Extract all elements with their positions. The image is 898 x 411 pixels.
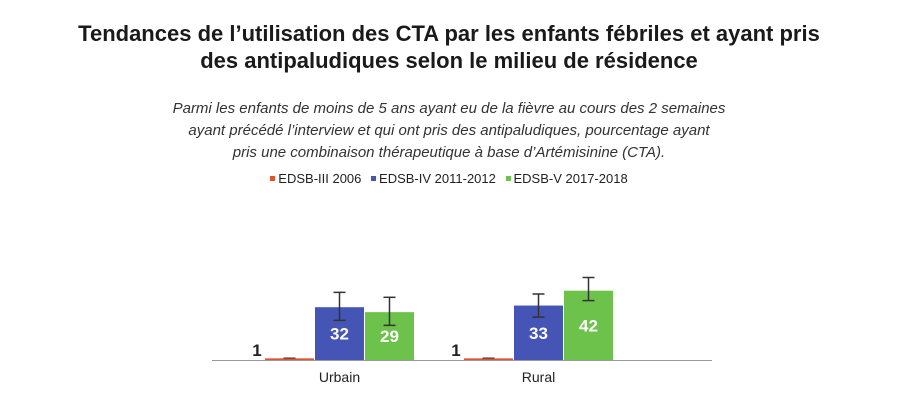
data-label-rural-series-3: 42 bbox=[579, 316, 598, 335]
data-label-rural-series-2: 33 bbox=[529, 324, 548, 343]
category-label-urbain: Urbain bbox=[319, 369, 360, 385]
chart-title: Tendances de l’utilisation des CTA par l… bbox=[0, 20, 898, 74]
bar-rural-series-3 bbox=[564, 290, 613, 360]
legend-swatch-series-1 bbox=[270, 176, 276, 182]
category-label-rural: Rural bbox=[522, 369, 555, 385]
chart-subtitle: Parmi les enfants de moins de 5 ans ayan… bbox=[0, 98, 898, 164]
chart-subtitle-line1: Parmi les enfants de moins de 5 ans ayan… bbox=[172, 100, 726, 117]
legend-label-series-1: EDSB-III 2006 bbox=[278, 171, 362, 186]
legend-label-series-2: EDSB-IV 2011-2012 bbox=[379, 171, 496, 186]
legend-swatch-series-2 bbox=[371, 176, 377, 182]
data-label-urbain-series-3: 29 bbox=[380, 327, 399, 346]
legend-item-series-2: EDSB-IV 2011-2012 bbox=[371, 171, 496, 186]
legend-label-series-3: EDSB-V 2017-2018 bbox=[513, 171, 628, 186]
chart-legend: EDSB-III 2006 EDSB-IV 2011-2012 EDSB-V 2… bbox=[0, 171, 898, 186]
bar-urbain-series-1 bbox=[265, 358, 314, 360]
data-label-rural-series-1: 1 bbox=[451, 341, 460, 360]
legend-item-series-3: EDSB-V 2017-2018 bbox=[505, 171, 628, 186]
bar-rural-series-1 bbox=[464, 358, 513, 360]
data-label-urbain-series-1: 1 bbox=[252, 341, 261, 360]
data-label-urbain-series-2: 32 bbox=[330, 325, 349, 344]
chart-subtitle-line3: pris une combinaison thérapeutique à bas… bbox=[232, 144, 666, 161]
chart-subtitle-line2: ayant précédé l’interview et qui ont pri… bbox=[188, 122, 710, 139]
chart-title-line1: Tendances de l’utilisation des CTA par l… bbox=[78, 21, 820, 46]
legend-swatch-series-3 bbox=[505, 176, 511, 182]
chart-title-line2: des antipaludiques selon le milieu de ré… bbox=[200, 48, 698, 73]
legend-item-series-1: EDSB-III 2006 bbox=[270, 171, 361, 186]
